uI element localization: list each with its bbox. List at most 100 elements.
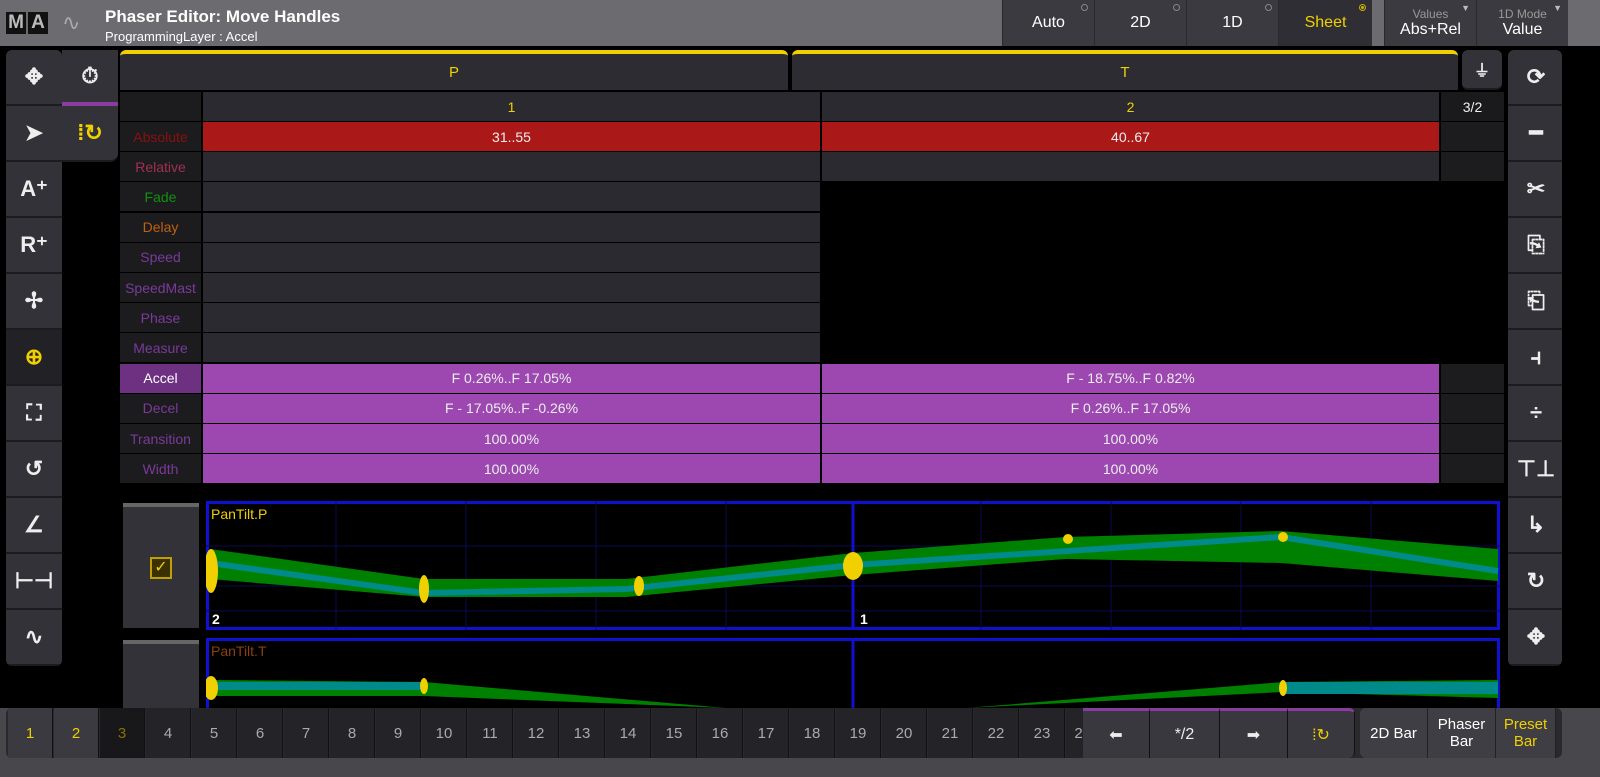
graph-t-enable[interactable] <box>123 640 199 708</box>
pool-item-16[interactable]: 16 <box>698 708 743 758</box>
row-label[interactable]: Measure <box>120 333 201 363</box>
pool-item-8[interactable]: 8 <box>330 708 375 758</box>
2d-bar-button[interactable]: 2D Bar <box>1360 708 1428 758</box>
row-label[interactable]: Transition <box>120 424 201 453</box>
pool-item-6[interactable]: 6 <box>238 708 283 758</box>
rotate-icon[interactable]: ↺ <box>6 442 62 498</box>
add-absolute-icon[interactable]: A⁺ <box>6 162 62 218</box>
select-arrow-icon[interactable]: ➤ <box>6 106 62 162</box>
pool-item-1[interactable]: 1 <box>8 708 53 758</box>
move-icon[interactable]: ✢ <box>6 274 62 330</box>
pool-item-13[interactable]: 13 <box>560 708 605 758</box>
checkbox-checked-icon[interactable]: ✓ <box>150 556 172 579</box>
pool-item-5[interactable]: 5 <box>192 708 237 758</box>
cell-col-1[interactable]: F - 17.05%..F -0.26% <box>203 393 820 423</box>
loop-icon[interactable]: ↻ <box>1508 554 1562 610</box>
row-label[interactable]: SpeedMast <box>120 273 201 302</box>
row-label[interactable]: Decel <box>120 393 201 423</box>
pool-item-4[interactable]: 4 <box>146 708 191 758</box>
mode-auto-button[interactable]: Auto <box>1002 0 1094 46</box>
pool-item-10[interactable]: 10 <box>422 708 467 758</box>
mode-1d-button[interactable]: 1D <box>1186 0 1278 46</box>
graph-pantilt-p[interactable]: PanTilt.P 2 1 <box>206 501 1500 630</box>
cell-col-2[interactable]: 40..67 <box>822 122 1439 151</box>
cell-col-1[interactable]: 100.00% <box>203 454 820 484</box>
add-relative-icon[interactable]: R⁺ <box>6 218 62 274</box>
cell-col-1[interactable] <box>203 182 820 212</box>
pool-item-17[interactable]: 17 <box>744 708 789 758</box>
graph-pantilt-t[interactable]: PanTilt.T <box>206 638 1500 708</box>
row-label[interactable]: Speed <box>120 242 201 272</box>
minus-icon[interactable]: ━ <box>1508 106 1562 162</box>
row-label[interactable]: Relative <box>120 152 201 182</box>
pool-item-20[interactable]: 20 <box>882 708 927 758</box>
pool-item-9[interactable]: 9 <box>376 708 421 758</box>
pool-item-19[interactable]: 19 <box>836 708 881 758</box>
cell-col-1[interactable] <box>203 303 820 333</box>
attribute-header-p[interactable]: P <box>120 50 788 90</box>
pool-item-14[interactable]: 14 <box>606 708 651 758</box>
align-icon[interactable]: ⊤⊥ <box>1508 442 1562 498</box>
refresh-icon[interactable]: ⟳ <box>1508 50 1562 106</box>
row-label[interactable]: Fade <box>120 182 201 212</box>
cell-col-1[interactable] <box>203 242 820 272</box>
pool-item-22[interactable]: 22 <box>974 708 1019 758</box>
angle-icon[interactable]: ∠ <box>6 498 62 554</box>
split-vertical-icon[interactable]: ÷ <box>1508 386 1562 442</box>
step-icon[interactable]: ↳ <box>1508 498 1562 554</box>
cell-col-2[interactable]: 100.00% <box>822 424 1439 453</box>
cell-col-2[interactable] <box>822 152 1439 182</box>
cell-col-2[interactable]: F - 18.75%..F 0.82% <box>822 363 1439 393</box>
curve-icon[interactable]: ∿ <box>6 610 62 666</box>
scissors-icon[interactable]: ✂ <box>1508 162 1562 218</box>
row-label[interactable]: Delay <box>120 212 201 242</box>
move-handles-icon[interactable]: ⊕ <box>6 330 62 386</box>
cell-col-1[interactable] <box>203 152 820 182</box>
mode-2d-button[interactable]: 2D <box>1094 0 1186 46</box>
pool-item-2[interactable]: 2 <box>54 708 99 758</box>
move-all-icon[interactable]: ✥ <box>1508 610 1562 666</box>
column-header-1[interactable]: 1 <box>203 92 820 121</box>
pool-item-21[interactable]: 21 <box>928 708 973 758</box>
pool-item-15[interactable]: 15 <box>652 708 697 758</box>
graph-p-enable[interactable]: ✓ <box>123 503 199 628</box>
column-header-2[interactable]: 2 <box>822 92 1439 121</box>
scale-icon[interactable]: ⛶ <box>6 386 62 442</box>
phaser-layer-toggle-icon[interactable]: ⁞↻ <box>1288 708 1355 758</box>
cell-col-1[interactable] <box>203 273 820 302</box>
page-selector[interactable]: */2 <box>1150 708 1220 758</box>
values-dropdown[interactable]: Values Abs+Rel ▼ <box>1384 0 1476 46</box>
phaser-bar-button[interactable]: Phaser Bar <box>1428 708 1496 758</box>
pool-item-11[interactable]: 11 <box>468 708 513 758</box>
row-label[interactable]: Absolute <box>120 122 201 151</box>
row-label[interactable]: Phase <box>120 303 201 333</box>
move-grid-icon[interactable]: ✥ <box>6 50 62 106</box>
1d-mode-dropdown[interactable]: 1D Mode Value ▼ <box>1476 0 1568 46</box>
split-horizontal-icon[interactable]: ⫞ <box>1508 330 1562 386</box>
stopwatch-icon[interactable]: ⏱ <box>62 50 118 106</box>
pool-item-7[interactable]: 7 <box>284 708 329 758</box>
attribute-header-t[interactable]: T <box>792 50 1458 90</box>
pool-item-23[interactable]: 23 <box>1020 708 1065 758</box>
page-indicator[interactable]: 3/2 <box>1441 92 1504 121</box>
preset-bar-button[interactable]: Preset Bar <box>1496 708 1556 758</box>
cell-col-1[interactable]: 100.00% <box>203 424 820 453</box>
next-arrow-icon[interactable]: ➡ <box>1220 708 1288 758</box>
paste-icon[interactable]: ⎘ <box>1508 218 1562 274</box>
previous-arrow-icon[interactable]: ⬅ <box>1083 708 1150 758</box>
cell-col-1[interactable]: 31..55 <box>203 122 820 151</box>
mode-sheet-button[interactable]: Sheet <box>1278 0 1372 46</box>
width-icon[interactable]: ⊢⊣ <box>6 554 62 610</box>
cell-col-1[interactable]: F 0.26%..F 17.05% <box>203 363 820 393</box>
cell-col-2[interactable]: 100.00% <box>822 454 1439 484</box>
paste-special-icon[interactable]: ⎗ <box>1508 274 1562 330</box>
pool-item-12[interactable]: 12 <box>514 708 559 758</box>
cell-col-1[interactable] <box>203 333 820 363</box>
phaser-layer-icon[interactable]: ⁞↻ <box>62 106 118 162</box>
filter-icon[interactable]: ⏚ <box>1462 50 1502 90</box>
row-label[interactable]: Width <box>120 454 201 484</box>
row-label[interactable]: Accel <box>120 363 201 393</box>
pool-item-3[interactable]: 3 <box>100 708 145 758</box>
cell-col-2[interactable]: F 0.26%..F 17.05% <box>822 393 1439 423</box>
pool-item-18[interactable]: 18 <box>790 708 835 758</box>
